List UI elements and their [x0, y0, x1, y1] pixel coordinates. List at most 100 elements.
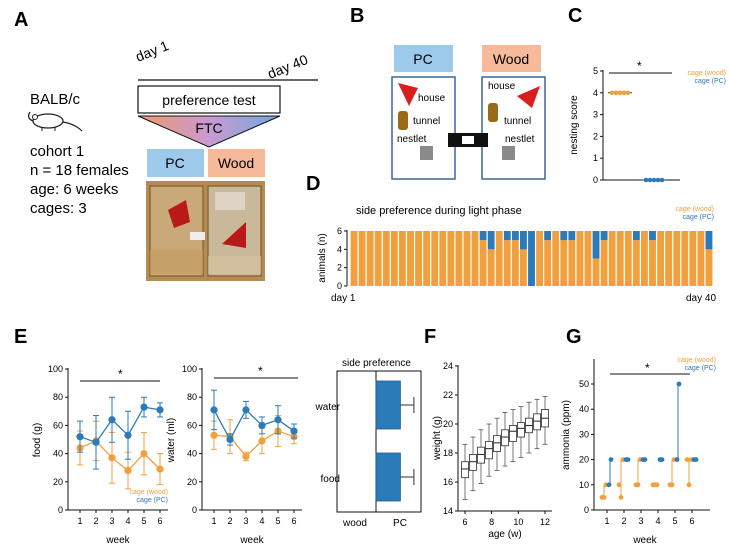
b-pc-label: PC	[413, 51, 432, 67]
d-bar-wood	[705, 249, 713, 286]
ef-xtick-label: 3	[109, 516, 114, 526]
d-bar-wood	[560, 240, 568, 286]
d-bar-pc	[560, 231, 568, 241]
ef-point-pc	[156, 406, 164, 414]
ef-point-wood	[108, 454, 116, 462]
panel-b: B PC Wood house tunnel nestlet house tun…	[350, 5, 546, 180]
ew-line-wood	[213, 430, 295, 458]
d-bar-wood	[536, 231, 543, 286]
d-bar-pc	[544, 231, 552, 241]
d-bar-wood	[641, 231, 648, 286]
d-bar-wood	[407, 231, 414, 286]
d-bar-wood	[649, 240, 656, 286]
c-ytick-label: 0	[593, 175, 598, 185]
g-ytick-label: 40	[579, 404, 589, 414]
d-bar-wood	[390, 231, 398, 286]
ef-ylabel: food (g)	[32, 423, 43, 457]
c-point	[655, 177, 661, 183]
panel-a: A day 1 day 40 BALB/c cohort 1 n = 18 fe…	[14, 9, 318, 281]
d-bar-wood	[439, 231, 447, 286]
c-ytick-label: 5	[593, 66, 598, 76]
panel-g-letter: G	[566, 326, 582, 348]
c-star: *	[637, 59, 642, 73]
panel-d-letter: D	[306, 173, 320, 195]
f-ytick-label: 22	[443, 390, 453, 400]
d-bar-wood	[544, 240, 552, 286]
d-bar-wood	[689, 231, 697, 286]
d-bar-pc	[600, 231, 608, 241]
f-box	[477, 446, 485, 464]
d-ytick-label: 4	[337, 244, 342, 254]
ef-ytick-label: 40	[53, 449, 63, 459]
g-point-wood	[601, 495, 607, 500]
panel-e-letter: E	[14, 326, 27, 348]
f-xlabel: age (w)	[488, 529, 521, 540]
ep-pc-label: PC	[393, 518, 407, 529]
c-point	[613, 90, 619, 96]
b-left-house-icon	[398, 83, 418, 106]
d-title: side preference during light phase	[356, 205, 522, 217]
ef-point-pc	[140, 403, 148, 411]
d-ylabel: animals (n)	[317, 233, 328, 282]
d-bar-wood	[584, 231, 592, 286]
cages-label: cages: 3	[30, 200, 87, 217]
d-bar-wood	[673, 231, 681, 286]
strain-label: BALB/c	[30, 91, 81, 108]
ef-line-wood	[79, 440, 161, 472]
g-point-wood	[654, 482, 660, 488]
d-bar-pc	[705, 231, 713, 250]
f-box	[469, 454, 477, 471]
d-bar-wood	[511, 240, 519, 286]
b-right-house-label: house	[488, 81, 516, 92]
d-day-start: day 1	[331, 293, 356, 304]
g-point-pc	[608, 457, 614, 462]
ew-ytick-label: 20	[187, 477, 197, 487]
g-point-pc	[693, 457, 699, 462]
g-xtick-label: 1	[604, 516, 609, 526]
ef-xlabel: week	[105, 535, 130, 546]
b-left-house-label: house	[418, 93, 446, 104]
ew-xtick-label: 2	[227, 516, 232, 526]
g-ylabel: ammonia (ppm)	[561, 400, 572, 470]
f-xtick-label: 6	[462, 517, 467, 527]
g-point-wood	[669, 482, 675, 488]
ef-ytick-label: 100	[48, 364, 63, 374]
ef-ytick-label: 80	[53, 392, 63, 402]
b-connector	[448, 133, 488, 147]
f-ytick-label: 18	[443, 448, 453, 458]
ef-legend-wood: cage (wood)	[129, 489, 168, 496]
b-left-nestlet-label: nestlet	[397, 134, 427, 145]
d-bar-wood	[576, 231, 584, 286]
c-ylabel: nesting score	[569, 95, 580, 155]
ew-ytick-label: 100	[182, 364, 197, 374]
panel-f-letter: F	[424, 326, 436, 348]
g-xtick-label: 2	[621, 516, 626, 526]
f-box	[509, 425, 517, 442]
ef-point-pc	[92, 438, 100, 446]
f-ytick-label: 20	[443, 419, 453, 429]
f-ytick-label: 24	[443, 361, 453, 371]
ef-xtick-label: 4	[125, 516, 130, 526]
ew-line-pc	[213, 408, 295, 441]
ef-xtick-label: 1	[77, 516, 82, 526]
d-bar-pc	[511, 231, 519, 241]
g-star: *	[645, 361, 650, 375]
panel-d: D side preference during light phase 0 2 4…	[306, 173, 716, 304]
ew-star: *	[258, 364, 263, 378]
preference-test-label: preference test	[162, 92, 255, 108]
panel-a-letter: A	[14, 9, 28, 31]
d-bar-wood	[657, 231, 664, 286]
c-point	[643, 177, 649, 183]
d-bar-pc	[520, 231, 527, 250]
panel-b-letter: B	[350, 5, 364, 27]
ftc-label: FTC	[195, 120, 222, 136]
ef-xtick-label: 6	[157, 516, 162, 526]
d-bar-wood	[366, 231, 374, 286]
d-bar-pc	[503, 231, 511, 241]
ef-xtick-label: 2	[93, 516, 98, 526]
c-ytick-label: 2	[593, 131, 598, 141]
ew-point-wood	[242, 452, 250, 461]
d-bar-wood	[350, 231, 358, 286]
d-bar-pc	[592, 231, 600, 259]
ew-point-pc	[210, 406, 218, 414]
